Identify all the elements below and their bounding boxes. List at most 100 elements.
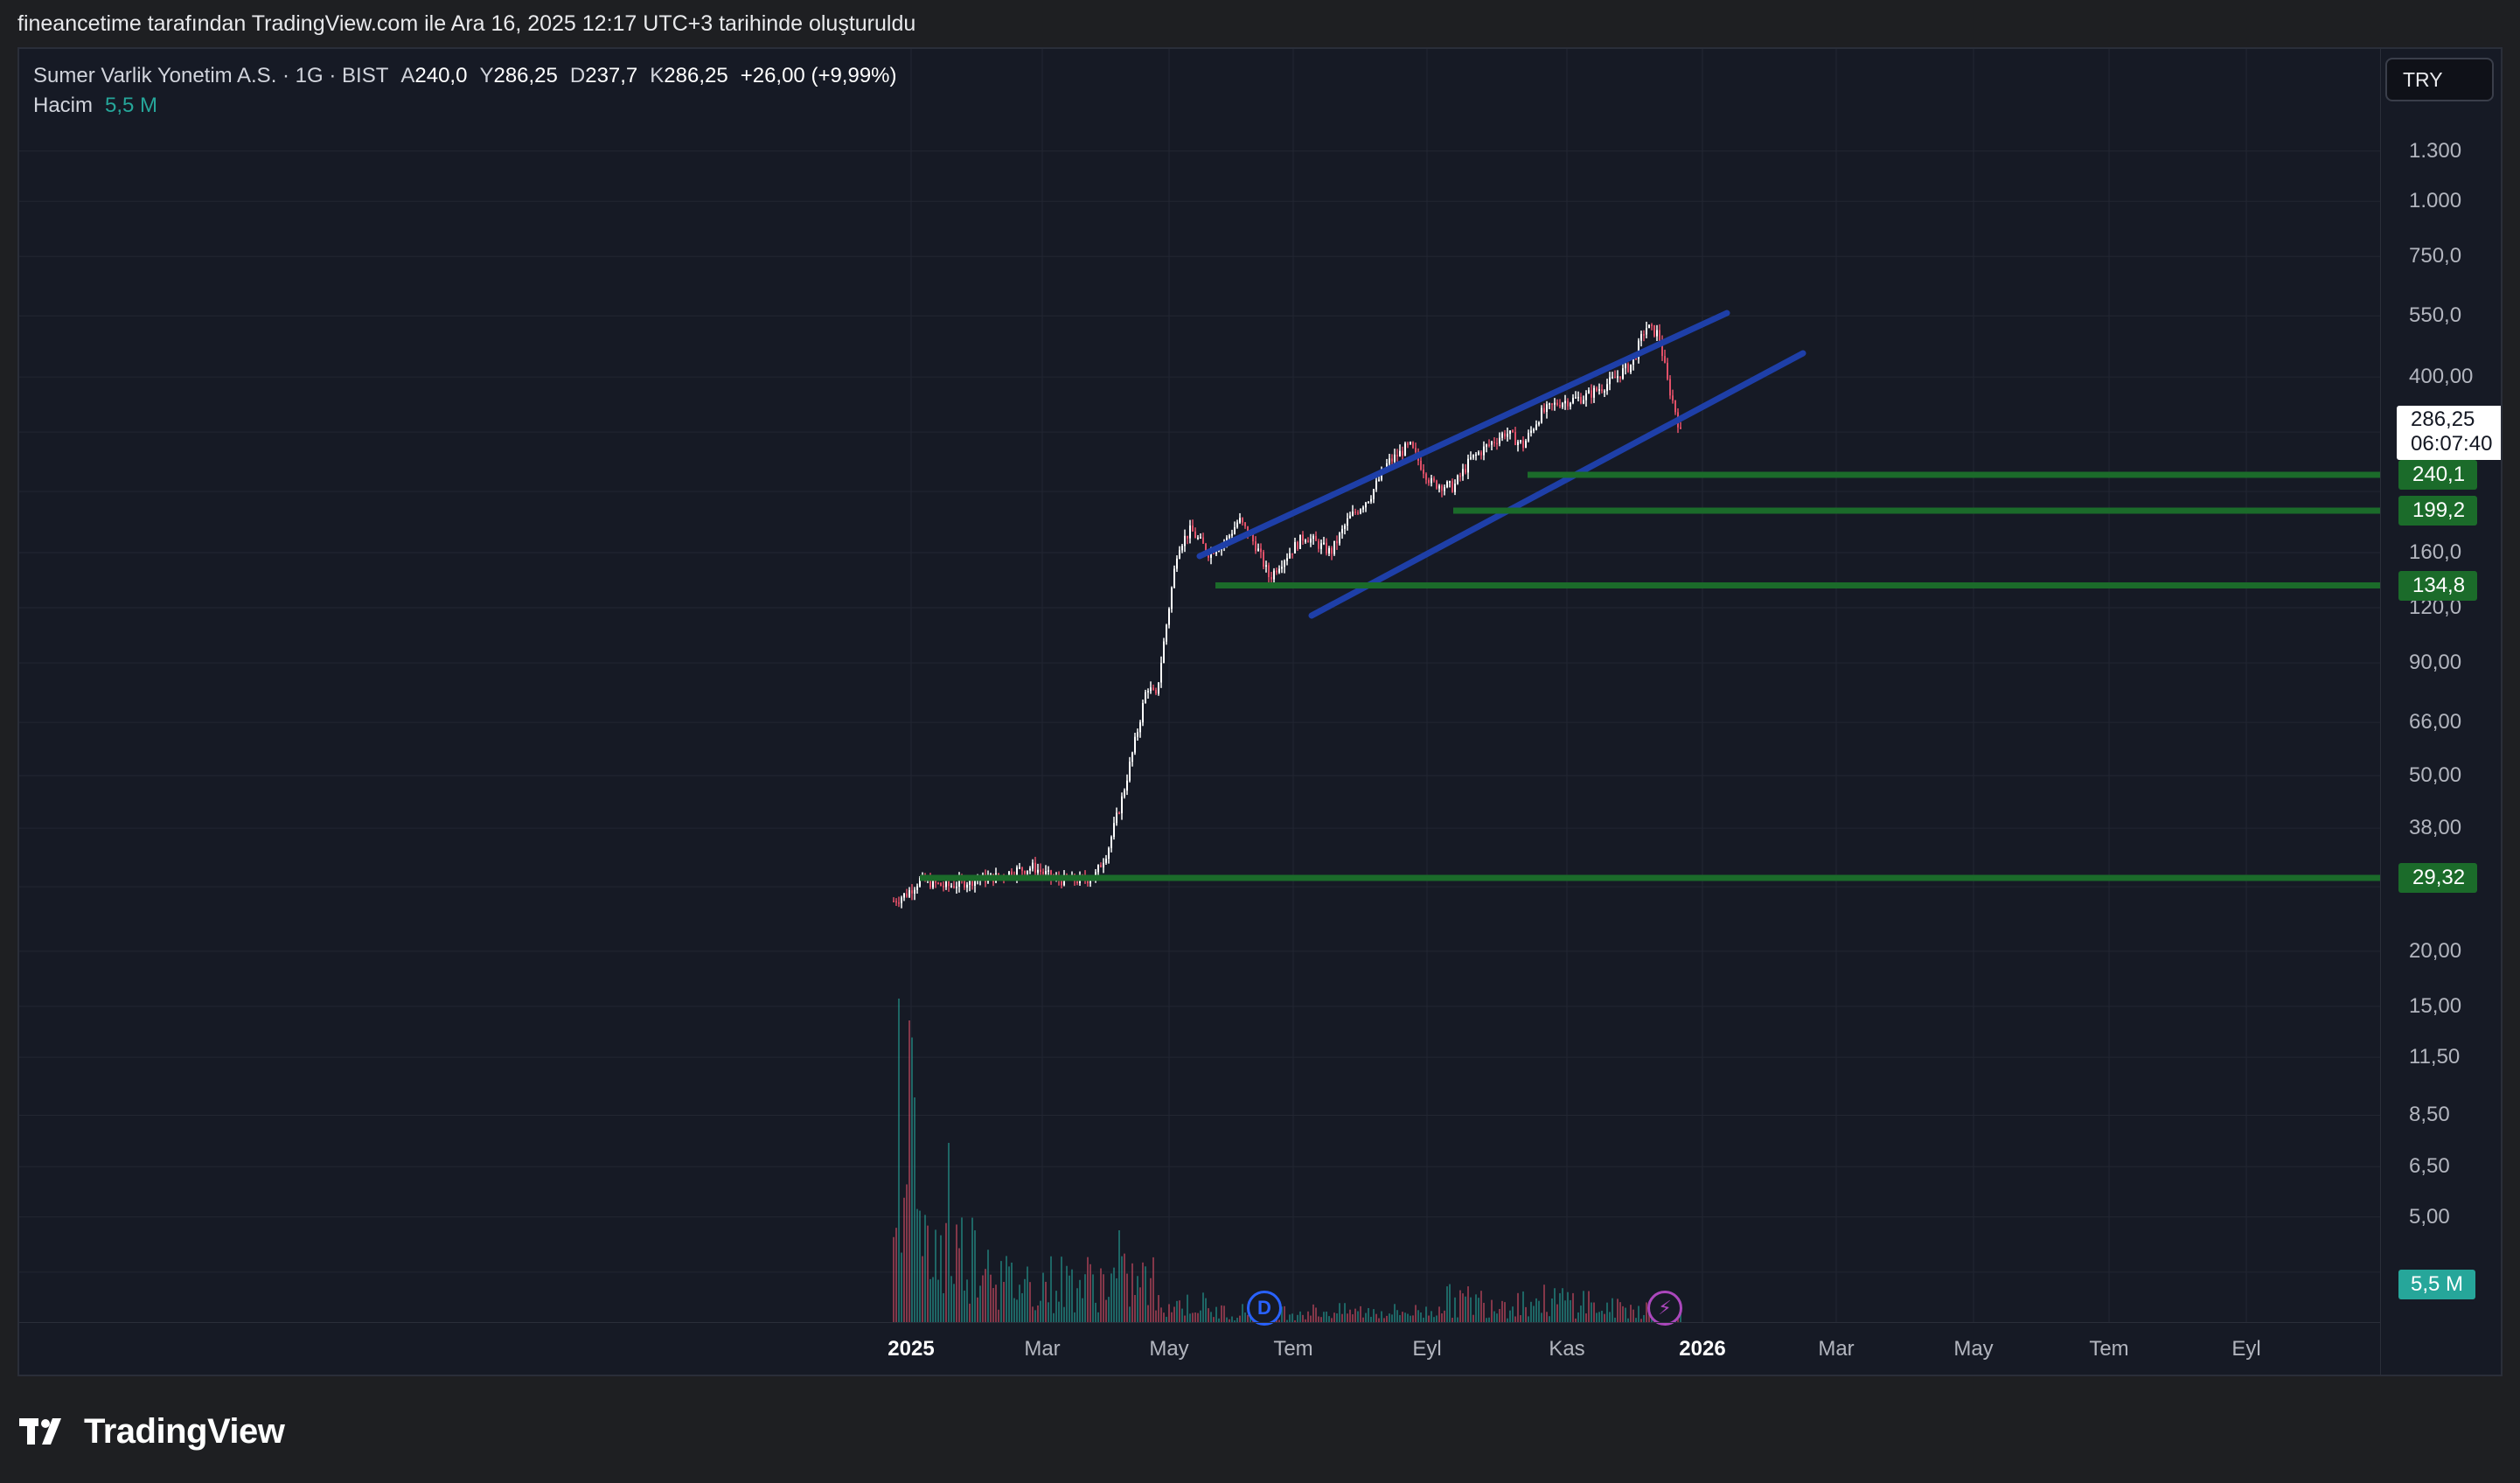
volume-bar	[1446, 1286, 1448, 1322]
legend-high: 286,25	[493, 64, 558, 87]
volume-bar	[1381, 1311, 1382, 1322]
candle-body	[1441, 485, 1443, 491]
candle-body	[1276, 570, 1277, 573]
volume-bar	[1110, 1273, 1112, 1322]
volume-bar	[1200, 1310, 1201, 1322]
candle-body	[1076, 881, 1078, 883]
price-tick: 550,0	[2409, 303, 2462, 328]
chart-frame[interactable]: Sumer Varlik Yonetim A.S. · 1G · BIST A …	[17, 47, 2503, 1376]
attribution-bar: fineancetime tarafından TradingView.com …	[0, 0, 2520, 47]
plot-area[interactable]: Sumer Varlik Yonetim A.S. · 1G · BIST A …	[19, 49, 2380, 1375]
volume-bar	[1247, 1314, 1249, 1322]
candle-body	[1341, 528, 1343, 533]
candle-body	[1362, 507, 1364, 510]
candle-body	[1394, 454, 1396, 462]
candle-body	[1318, 540, 1319, 549]
candle-body	[1651, 324, 1653, 326]
volume-bar	[956, 1224, 957, 1322]
candle-body	[1349, 515, 1351, 519]
volume-bar	[893, 1236, 895, 1322]
legend-low-label: D	[569, 64, 586, 87]
volume-bar	[1347, 1313, 1348, 1322]
candle-body	[916, 886, 918, 890]
candle-body	[1646, 328, 1647, 335]
dividend-event-icon[interactable]: D	[1247, 1291, 1282, 1326]
volume-bar	[1622, 1305, 1624, 1322]
volume-bar	[1486, 1318, 1487, 1322]
volume-bar	[1399, 1314, 1401, 1322]
volume-bar	[995, 1285, 997, 1322]
candle-body	[1360, 509, 1361, 514]
volume-bar	[911, 1037, 913, 1322]
time-label: Kas	[1549, 1337, 1585, 1361]
candle-body	[1375, 480, 1377, 490]
volume-bar	[1612, 1298, 1613, 1322]
legend-high-label: Y	[479, 64, 494, 87]
candle-body	[1048, 870, 1049, 872]
time-axis[interactable]: 2025 Mar May Tem Eyl Kas 2026 Mar May Tem Eyl	[19, 1322, 2380, 1375]
volume-bar	[1312, 1304, 1314, 1322]
candle-body	[1181, 546, 1183, 551]
volume-bar	[1284, 1305, 1285, 1322]
candle-body	[1412, 442, 1414, 449]
candle-body	[1674, 400, 1676, 413]
volume-bar	[1632, 1309, 1634, 1322]
volume-bar	[1160, 1307, 1162, 1322]
volume-bar	[1575, 1318, 1577, 1322]
volume-bar	[1609, 1312, 1611, 1322]
volume-bar	[945, 1222, 947, 1322]
candle-body	[1549, 403, 1550, 405]
volume-bar	[1436, 1315, 1438, 1322]
price-tick: 6,50	[2409, 1154, 2450, 1179]
candle-body	[1263, 552, 1264, 567]
candle-body	[898, 902, 900, 904]
price-tick: 66,00	[2409, 710, 2462, 735]
volume-bar	[1368, 1307, 1369, 1322]
volume-bar	[982, 1275, 984, 1322]
price-tick: 50,00	[2409, 762, 2462, 787]
candle-body	[911, 890, 913, 894]
legend-change: +26,00 (+9,99%)	[740, 64, 897, 87]
candle-body	[1538, 422, 1540, 425]
candle-body	[1672, 395, 1674, 400]
volume-bar	[898, 999, 900, 1322]
candle-body	[1252, 534, 1254, 542]
volume-bar	[1087, 1257, 1089, 1322]
price-tick: 90,00	[2409, 651, 2462, 675]
candle-body	[1407, 443, 1409, 445]
candle-body	[1619, 376, 1621, 379]
earnings-event-icon[interactable]: ⚡	[1647, 1291, 1682, 1326]
volume-bar	[1189, 1313, 1191, 1322]
volume-bar	[1577, 1312, 1579, 1322]
volume-bar	[1572, 1292, 1574, 1322]
volume-bar	[1181, 1308, 1183, 1322]
volume-bar	[1150, 1278, 1152, 1322]
price-chart-svg[interactable]	[19, 49, 2380, 1322]
volume-bar	[943, 1292, 944, 1322]
currency-button[interactable]: TRY	[2385, 58, 2494, 101]
candle-body	[1614, 376, 1616, 379]
candle-body	[974, 880, 976, 886]
price-axis[interactable]: 5,00 6,50 8,50 11,50 15,00 20,00 38,00 50,00 66,…	[2380, 49, 2501, 1375]
volume-bar	[1556, 1304, 1558, 1322]
candle-body	[1089, 881, 1091, 884]
candle-body	[1284, 560, 1285, 567]
legend-low: 237,7	[585, 64, 638, 87]
candle-body	[1118, 812, 1120, 815]
candle-body	[1514, 432, 1516, 445]
volume-bar	[1580, 1305, 1582, 1322]
candle-body	[945, 881, 947, 888]
volume-bar	[1034, 1310, 1036, 1322]
volume-bar	[985, 1269, 986, 1322]
candle-body	[1126, 780, 1128, 791]
volume-bar	[1315, 1307, 1317, 1322]
candle-body	[1520, 440, 1521, 442]
volume-bar	[1541, 1312, 1542, 1322]
candle-body	[1648, 324, 1650, 329]
volume-bar	[1137, 1276, 1138, 1322]
price-tick: 11,50	[2409, 1045, 2461, 1069]
volume-bar	[1389, 1313, 1390, 1322]
candle-body	[1640, 334, 1642, 341]
volume-bar	[1118, 1230, 1120, 1322]
candle-body	[1305, 540, 1306, 542]
